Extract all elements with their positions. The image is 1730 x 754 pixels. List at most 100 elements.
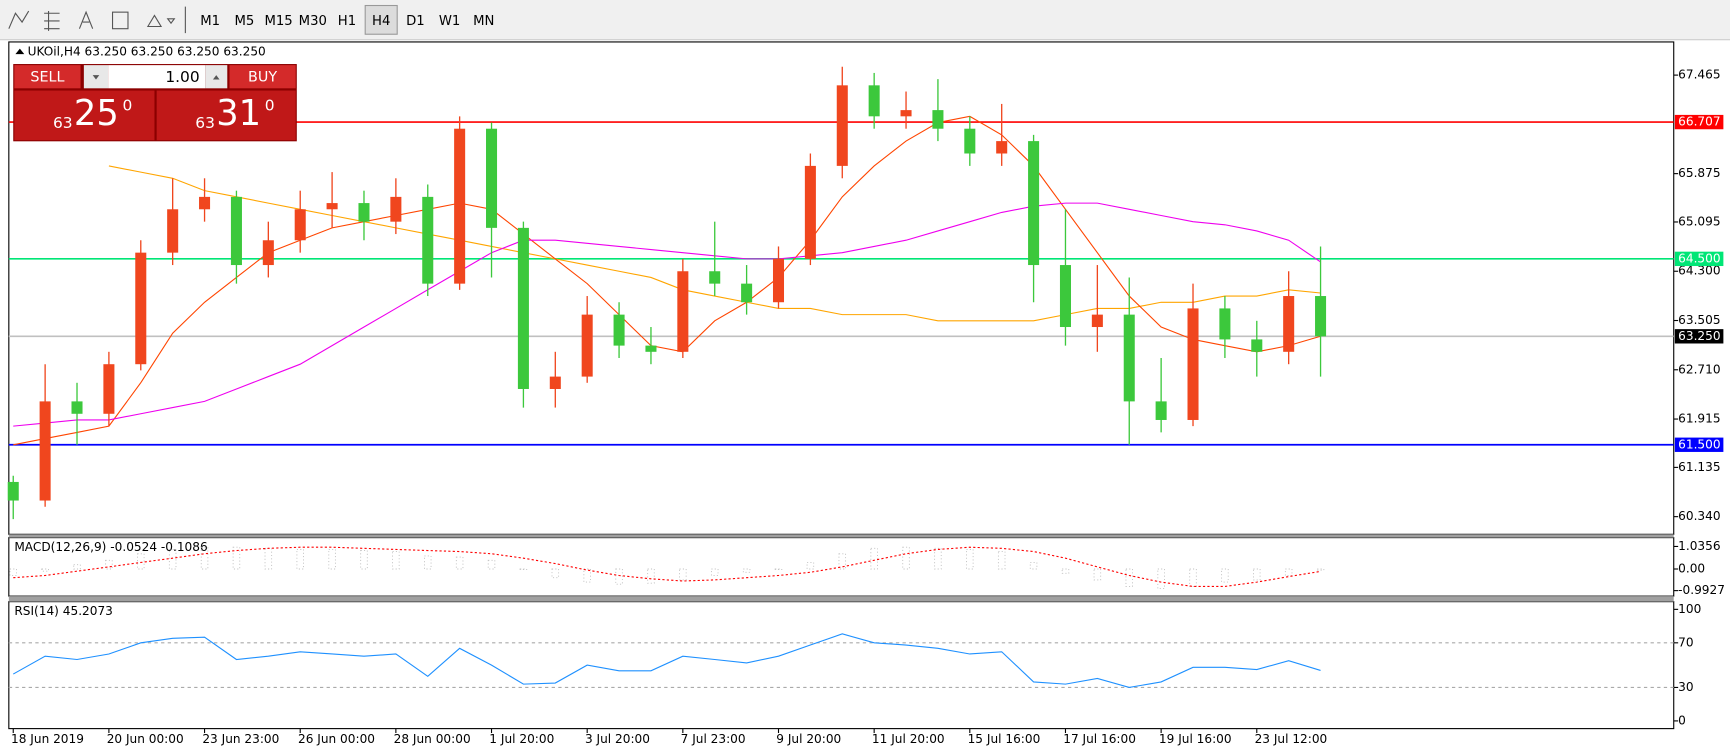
macd-bar [424,555,432,570]
candle-body [645,345,657,352]
bid-figure: 25 [74,93,119,134]
timeframe-active [364,4,398,35]
candle-body [1091,314,1103,328]
macd-bar [710,568,719,576]
candle-body [804,165,816,259]
macd-bar [168,548,177,570]
sell-label: SELL [30,69,64,85]
candle-body [39,401,51,501]
y-tick-label: 0.00 [1678,562,1705,576]
timeframe-button[interactable]: M5 [234,14,254,29]
macd-bar [105,559,113,570]
x-tick-label: 9 Jul 20:00 [776,732,841,746]
x-tick-label: 17 Jul 16:00 [1063,732,1136,746]
candle-body [230,196,242,266]
candle-body [103,364,115,414]
y-tick-label: 30 [1678,680,1693,694]
buy-button[interactable] [229,65,296,89]
timeframe-button[interactable]: W1 [439,14,461,29]
macd-bar [296,548,304,570]
candle-body [741,283,753,303]
x-tick-label: 18 Jun 2019 [11,732,84,746]
level-label-box [1674,251,1724,267]
macd-bar [838,553,847,570]
macd-bar [1316,568,1325,571]
x-tick-label: 3 Jul 20:00 [585,732,650,746]
ask-big: 63 [195,114,215,132]
timeframe-button[interactable]: M30 [299,14,327,29]
candle-body [1155,401,1167,420]
macd-bar [679,568,687,581]
bid-box[interactable] [14,90,155,141]
candle-body [358,203,370,222]
timeframe-button[interactable]: H1 [338,14,356,29]
macd-bar [966,548,974,570]
x-tick-label: 15 Jul 16:00 [968,732,1041,746]
timeframe-button[interactable]: D1 [406,14,425,29]
macd-bar [360,550,368,570]
y-tick-label: 1.0356 [1678,539,1720,553]
candle-body [677,271,689,352]
macd-bar [806,562,815,570]
icon-label [111,11,129,30]
timeframe-button[interactable]: M1 [200,14,220,29]
macd-bar [519,568,528,570]
macd-bar [1125,568,1133,587]
x-tick-label: 1 Jul 20:00 [489,732,554,746]
y-tick-label: 100 [1678,602,1701,616]
y-tick-label: 63.505 [1678,313,1720,327]
timeframe-button[interactable]: M15 [264,14,292,29]
macd-bar [392,551,400,570]
candle-body [199,196,211,210]
candle-body [1123,314,1135,402]
candle-body [135,252,147,365]
level-label: 61.500 [1678,437,1720,451]
y-tick-label: 64.300 [1678,264,1720,278]
macd-bar [997,551,1006,570]
candle-body [454,128,466,284]
y-tick-label: 65.095 [1678,214,1720,228]
macd-bar [774,568,783,570]
macd-bar [232,546,241,570]
macd-bar [1284,568,1293,576]
macd-bar [742,568,751,573]
macd-bar [902,546,910,570]
y-tick-label: 70 [1678,635,1693,649]
timeframe-button[interactable]: H4 [372,14,390,29]
collapse-icon [15,48,25,55]
macd-bar [328,548,336,570]
x-tick-label: 11 Jul 20:00 [872,732,945,746]
candle-body [7,481,19,501]
candle-body [1059,265,1071,328]
rsi-header: RSI(14) 45.2073 [14,604,113,618]
moving-average [108,165,1321,322]
x-tick-label: 28 Jun 00:00 [394,732,471,746]
sell-button[interactable] [14,65,81,89]
candle-body [549,376,561,389]
candle-body [262,240,274,266]
ask-point: 0 [265,96,275,114]
icon-text [78,10,94,29]
timeframes: M1 M5 M15 M30 H1 H4 D1 W1 MN [200,4,494,35]
y-tick-label: 61.915 [1678,412,1720,426]
timeframe-button[interactable]: MN [473,14,494,29]
candle-body [613,314,625,346]
y-tick-label: -0.9927 [1678,583,1725,597]
y-tick-label: 65.875 [1678,166,1720,180]
macd-bar [41,568,49,572]
x-tick-label: 7 Jul 23:00 [681,732,746,746]
x-tick-label: 23 Jun 23:00 [202,732,279,746]
candle-body [581,314,593,377]
candle-body [772,258,785,303]
arrow-down [92,75,100,80]
macd-bar [934,547,942,570]
ask-figure: 31 [216,93,261,134]
ask-box[interactable] [156,90,296,141]
candle-body [709,271,721,284]
candle-body [900,110,912,117]
y-tick-label: 67.465 [1678,68,1720,82]
arrow-up [212,75,220,80]
lot-input[interactable] [108,65,206,89]
macd-header: MACD(12,26,9) -0.0524 -0.1086 [14,540,207,554]
